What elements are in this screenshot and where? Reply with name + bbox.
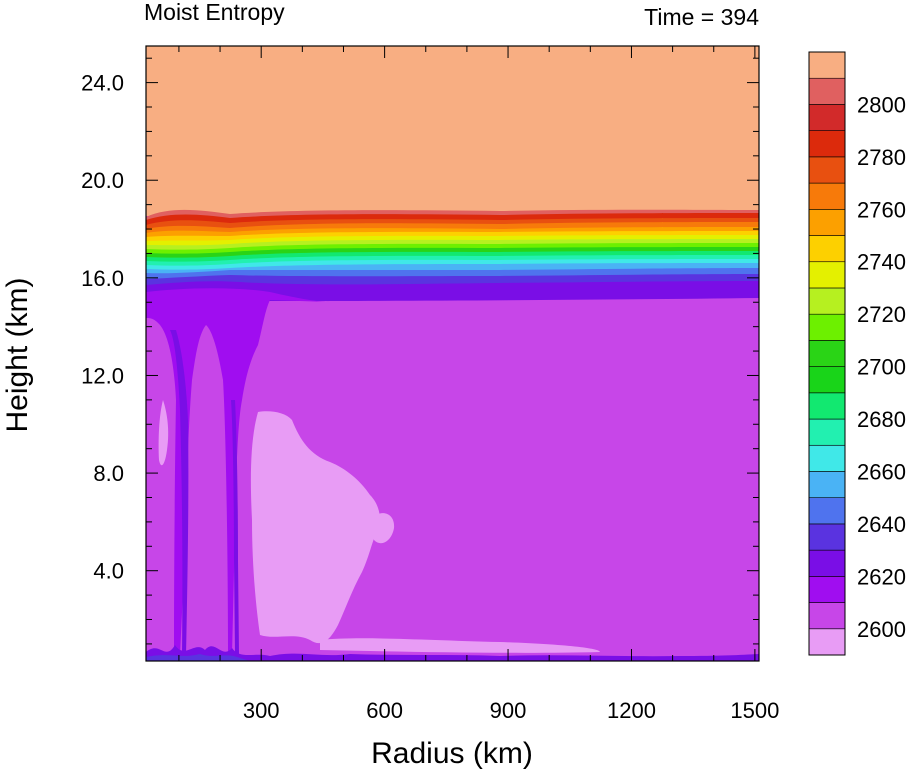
x-tick-label: 1500 (730, 698, 779, 723)
colorbar-swatch (808, 104, 846, 131)
colorbar-swatch (808, 51, 846, 79)
x-tick-label: 300 (243, 698, 280, 723)
colorbar-swatch (808, 497, 846, 525)
eyewall-core-2630 (170, 330, 189, 655)
y-tick-label: 20.0 (81, 168, 124, 193)
colorbar-label: 2780 (857, 145, 906, 170)
y-axis-label: Height (km) (1, 277, 34, 432)
colorbar-swatch (808, 182, 846, 210)
colorbar-label: 2600 (857, 617, 906, 642)
x-tick-label: 900 (490, 698, 527, 723)
contour-field (146, 46, 759, 661)
x-axis: 300 600 900 1200 1500 (178, 46, 779, 723)
y-tick-label: 8.0 (93, 461, 124, 486)
y-tick-label: 24.0 (81, 71, 124, 96)
colorbar-swatch (808, 287, 846, 315)
y-axis: 4.0 8.0 12.0 16.0 20.0 24.0 (81, 57, 759, 645)
eyewall-plume-2620 (146, 288, 330, 655)
colorbar-swatch (808, 549, 846, 577)
low-entropy-streak-2600 (158, 400, 169, 466)
colorbar-swatch (808, 602, 846, 630)
chart-title: Moist Entropy (144, 0, 285, 25)
colorbar-swatch (808, 209, 846, 236)
y-tick-label: 16.0 (81, 266, 124, 291)
colorbar-label: 2680 (857, 407, 906, 432)
upper-trough-2630 (146, 281, 759, 301)
colorbar-label: 2720 (857, 302, 906, 327)
colorbar-swatch (808, 366, 846, 394)
low-entropy-pocket-2600 (250, 411, 380, 644)
colorbar-swatch (808, 444, 846, 472)
y-tick-label: 4.0 (93, 559, 124, 584)
time-label: Time = 394 (644, 4, 759, 30)
colorbar-swatch (808, 156, 846, 184)
colorbar-label: 2640 (857, 512, 906, 537)
stratosphere-band (146, 46, 759, 216)
x-tick-label: 1200 (607, 698, 656, 723)
colorbar-label: 2700 (857, 355, 906, 380)
colorbar-swatch (808, 313, 846, 341)
colorbar-label: 2740 (857, 250, 906, 275)
colorbar-swatch (808, 130, 846, 158)
colorbar-label: 2660 (857, 459, 906, 484)
colorbar-label: 2800 (857, 92, 906, 117)
colorbar-label: 2760 (857, 197, 906, 222)
boundary-layer-2630 (146, 645, 759, 661)
low-entropy-blob-2600 (371, 513, 395, 544)
colorbar-swatch (808, 235, 846, 263)
colorbar-swatch (808, 471, 846, 498)
colorbar-swatch (808, 418, 846, 446)
x-tick-label: 600 (366, 698, 403, 723)
colorbar-swatch (808, 628, 846, 656)
colorbar-swatch (808, 392, 846, 420)
y-tick-label: 12.0 (81, 363, 124, 388)
inner-column-2630 (231, 400, 239, 655)
colorbar-frame (808, 51, 846, 656)
colorbar: 2600 2620 2640 2660 2680 2700 2720 2740 2760 2780… (808, 51, 906, 656)
colorbar-label: 2620 (857, 564, 906, 589)
boundary-layer-2640 (146, 654, 250, 661)
low-entropy-tail-2600 (320, 638, 600, 653)
colorbar-swatch (808, 523, 846, 551)
colorbar-swatch (808, 576, 846, 603)
x-axis-label: Radius (km) (371, 737, 533, 770)
colorbar-swatch (808, 261, 846, 289)
colorbar-swatch (808, 77, 846, 105)
colorbar-swatch (808, 340, 846, 367)
plot-frame (145, 45, 760, 662)
